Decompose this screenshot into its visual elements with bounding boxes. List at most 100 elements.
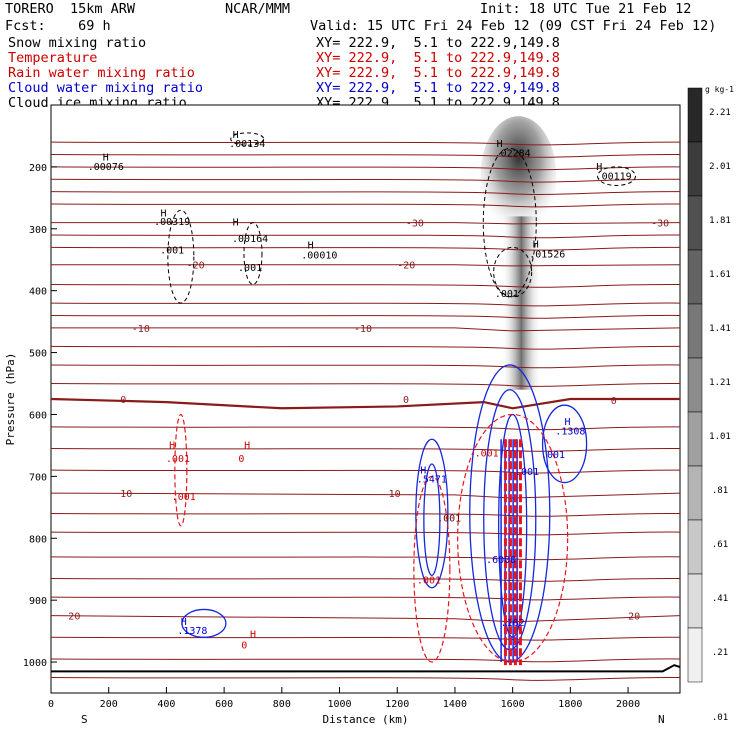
- y-tick-label: 500: [29, 349, 47, 360]
- isotherm-line: [50, 153, 681, 158]
- x-end-left: S: [81, 713, 88, 726]
- contour-annotation: .162: [501, 618, 525, 629]
- contour-annotation: H: [308, 241, 314, 252]
- colorbar-segment: [687, 411, 703, 467]
- isotherm-label: 10: [389, 489, 401, 500]
- contour-annotation: .001: [417, 575, 441, 586]
- x-tick-label: 1000: [327, 699, 351, 710]
- isotherm-20: [50, 615, 681, 623]
- contour-annotation: H: [497, 139, 503, 150]
- contour-annotation: H: [596, 162, 602, 173]
- contour-annotation: .00010: [301, 250, 337, 261]
- x-tick-label: 600: [215, 699, 233, 710]
- contour-annotation: H: [233, 218, 239, 229]
- legend-cloudwater-label: Cloud water mixing ratio: [8, 80, 204, 96]
- isotherm--10: [51, 327, 681, 332]
- ground-surface: [51, 664, 681, 673]
- contour-annotation: .00164: [232, 234, 268, 245]
- colorbar-segment: [687, 357, 703, 413]
- y-tick-label: 300: [29, 225, 47, 236]
- x-tick-label: 0: [48, 699, 54, 710]
- contour-annotation: .001: [495, 289, 519, 300]
- isotherm-line: [50, 658, 681, 663]
- isotherm-line: [50, 191, 681, 195]
- isotherms: -30 -30 -20 -20 -10 -10 0 0 10 10 20 20 0: [50, 141, 681, 681]
- legend-cloudwater-xy: XY= 222.9, 5.1 to 222.9,149.8: [316, 80, 560, 96]
- isotherm-label: -30: [406, 219, 424, 230]
- legend-rain-xy: XY= 222.9, 5.1 to 222.9,149.8: [316, 65, 560, 81]
- contour-annotation: .01526: [529, 249, 565, 260]
- contour-annotation: .001: [172, 492, 196, 503]
- colorbar-tick-label: 2.01: [709, 162, 731, 172]
- y-tick-label: 400: [29, 287, 47, 298]
- legend-temp-xy: XY= 222.9, 5.1 to 222.9,149.8: [316, 50, 560, 66]
- ice-contour: [243, 222, 263, 285]
- isotherm-label: 20: [628, 612, 640, 623]
- isotherm-label: -20: [397, 261, 415, 272]
- isotherm-line: [50, 178, 681, 183]
- colorbar-tick-label: .21: [712, 648, 728, 658]
- contour-annotation: H: [103, 153, 109, 164]
- init-label: Init: 18 UTC Tue 21 Feb 12: [480, 1, 692, 17]
- isotherm-line: [50, 676, 681, 681]
- isotherm-line: [50, 166, 681, 171]
- colorbar-segment: [687, 519, 703, 575]
- contour-annotation: H: [564, 417, 570, 428]
- rain-contour: [457, 413, 569, 663]
- contour-annotation: .001: [238, 263, 262, 274]
- colorbar-tick-label: .41: [712, 594, 728, 604]
- contour-annotation: H: [233, 130, 239, 141]
- contour-annotation: H: [169, 441, 175, 452]
- colorbar-tick-label: 1.21: [709, 378, 731, 388]
- x-end-right: N: [658, 713, 665, 726]
- isotherm-label: -10: [132, 324, 150, 335]
- y-axis-label: Pressure (hPa): [4, 353, 17, 446]
- isotherm-line: [50, 345, 681, 350]
- isotherm-line: [50, 596, 681, 601]
- y-tick-label: 600: [29, 410, 47, 421]
- contour-annotation: H: [250, 629, 256, 640]
- isotherm-label: 10: [120, 489, 132, 500]
- colorbar-segment: [687, 87, 703, 143]
- ice-contour: [167, 209, 195, 304]
- isotherm-line: [50, 382, 681, 387]
- colorbar-tick-label: 1.81: [709, 216, 731, 226]
- y-tick-label: 800: [29, 534, 47, 545]
- freezing-level-label: 0: [611, 396, 617, 407]
- contour-annotation: .02284: [495, 148, 531, 159]
- isotherm-line: [50, 577, 681, 582]
- isotherm-line: [50, 447, 681, 452]
- x-tick-label: 1600: [501, 699, 525, 710]
- isotherm-label: -20: [187, 261, 205, 272]
- contour-annotation: H: [244, 441, 250, 452]
- y-tick-label: 700: [29, 472, 47, 483]
- isotherm-line: [50, 314, 681, 319]
- isotherm-label: -10: [354, 324, 372, 335]
- contour-annotation: .00134: [229, 139, 265, 150]
- model-label: TORERO 15km ARW: [5, 1, 136, 17]
- isotherm-line: [50, 283, 681, 288]
- isotherm-label: -30: [651, 219, 669, 230]
- isotherm-line: [50, 203, 681, 208]
- isotherm-line: [50, 141, 681, 146]
- contour-annotation: .5471: [417, 475, 447, 486]
- isotherm-label: 0: [403, 395, 409, 406]
- colorbar-segment: [687, 249, 703, 305]
- isotherm-label: 20: [68, 612, 80, 623]
- contour-annotation: .001: [437, 514, 461, 525]
- contour-annotation: .001: [515, 467, 539, 478]
- x-tick-label: 200: [100, 699, 118, 710]
- cloudwater-contour: [181, 608, 227, 638]
- ground-line: [51, 664, 681, 673]
- colorbar-tick-label: .61: [712, 540, 728, 550]
- colorbar-tick-label: 2.21: [709, 108, 731, 118]
- colorbar-tick-label: 1.61: [709, 270, 731, 280]
- contour-annotation: H: [533, 239, 539, 250]
- isotherm-line: [50, 556, 681, 561]
- isotherm--20: [51, 264, 681, 267]
- colorbar-segment: [687, 141, 703, 197]
- contour-annotation: .001: [541, 450, 565, 461]
- contour-annotation: .1378: [177, 626, 207, 637]
